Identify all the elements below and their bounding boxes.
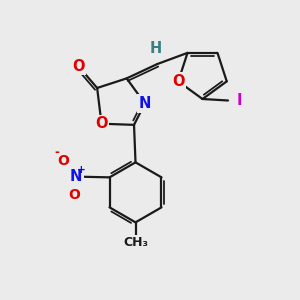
Text: +: + [77,165,85,175]
Text: I: I [236,93,242,108]
Text: N: N [139,96,151,111]
Text: O: O [57,154,69,168]
Text: CH₃: CH₃ [123,236,148,249]
Text: O: O [68,188,80,202]
Text: H: H [149,41,162,56]
Text: N: N [70,169,82,184]
Text: -: - [54,146,59,159]
Text: O: O [72,59,85,74]
Text: O: O [172,74,184,89]
Text: O: O [95,116,108,131]
